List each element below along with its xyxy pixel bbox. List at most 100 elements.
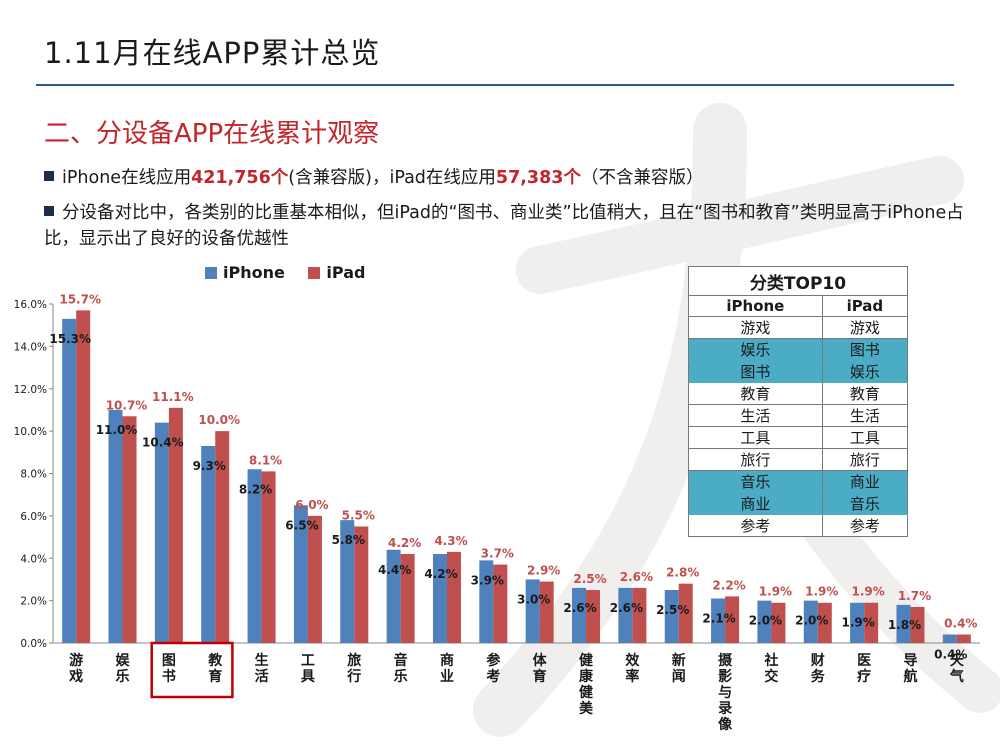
data-label-iphone: 8.2%: [239, 482, 272, 496]
data-label-ipad: 1.9%: [805, 585, 838, 599]
bullet1-text-3: （不含兼容版）: [580, 168, 704, 188]
y-tick-label: 0.0%: [20, 638, 47, 650]
bar-ipad: [632, 587, 647, 643]
table-cell: 商业: [821, 470, 909, 493]
bar-ipad: [678, 583, 693, 643]
highlight-frame: [150, 641, 234, 699]
data-label-ipad: 11.1%: [152, 390, 194, 404]
data-label-ipad: 6.0%: [295, 498, 328, 512]
iphone-app-count: 421,756个: [191, 168, 289, 188]
y-tick-label: 4.0%: [20, 553, 47, 565]
data-label-ipad: 2.9%: [527, 564, 560, 578]
bar-iphone: [247, 469, 262, 643]
table-cell: 图书: [688, 360, 823, 383]
bar-iphone: [525, 579, 540, 643]
x-tick-label: 图书: [162, 653, 176, 685]
x-tick-label: 健康健美: [579, 652, 594, 717]
data-label-ipad: 4.3%: [434, 534, 467, 548]
x-tick-label: 教育: [208, 652, 223, 685]
table-row: 音乐 商业: [688, 470, 909, 493]
bar-ipad: [817, 602, 832, 643]
x-tick-label: 商业: [440, 652, 454, 685]
bar-iphone: [664, 590, 679, 643]
legend-swatch-ipad: [308, 267, 321, 279]
table-cell: 生活: [688, 404, 823, 427]
chart-legend: iPhone iPad: [205, 263, 383, 282]
table-row: 参考 参考: [688, 514, 909, 537]
data-label-iphone: 2.0%: [795, 614, 828, 628]
data-label-iphone: 4.4%: [378, 563, 411, 577]
table-row: 娱乐 图书: [688, 338, 909, 361]
table-cell: 商业: [688, 492, 823, 515]
data-label-iphone: 9.3%: [193, 459, 226, 473]
top10-header-iphone: iPhone: [688, 295, 823, 317]
data-label-iphone: 2.5%: [656, 603, 689, 617]
title-divider: [36, 84, 954, 86]
table-cell: 参考: [688, 514, 823, 537]
bar-ipad: [446, 551, 461, 643]
data-label-iphone: 2.0%: [749, 614, 782, 628]
data-label-iphone: 1.8%: [888, 618, 921, 632]
bullet-square-icon: [44, 206, 54, 216]
data-label-iphone: 2.6%: [563, 601, 596, 615]
data-label-ipad: 2.5%: [573, 572, 606, 586]
x-tick-label: 工具: [300, 653, 315, 685]
bar-iphone: [154, 422, 169, 643]
data-label-ipad: 15.7%: [59, 292, 101, 306]
data-label-iphone: 2.6%: [610, 601, 643, 615]
data-label-iphone: 1.9%: [841, 616, 874, 630]
y-tick-label: 6.0%: [20, 511, 47, 523]
bar-iphone: [896, 604, 911, 643]
data-label-iphone: 2.1%: [702, 612, 735, 626]
bar-ipad: [122, 416, 137, 643]
legend-item-ipad: iPad: [308, 263, 365, 282]
bar-iphone: [340, 520, 355, 643]
data-label-ipad: 1.9%: [759, 585, 792, 599]
top10-header-ipad: iPad: [821, 295, 909, 317]
data-label-ipad: 4.2%: [388, 536, 421, 550]
ipad-app-count: 57,383个: [495, 168, 581, 188]
bar-ipad: [261, 471, 276, 643]
x-tick-label: 财务: [810, 652, 826, 685]
bar-iphone: [850, 602, 865, 643]
x-tick-label: 社交: [763, 652, 778, 685]
table-cell: 游戏: [688, 316, 823, 339]
table-cell: 旅行: [688, 448, 823, 471]
table-row: 图书 娱乐: [688, 360, 909, 383]
slide-title: 1.11月在线APP累计总览: [44, 36, 381, 70]
bar-iphone: [108, 409, 123, 643]
table-cell: 音乐: [821, 492, 909, 515]
data-label-iphone: 10.4%: [142, 436, 184, 450]
bar-ipad: [956, 634, 971, 643]
table-row: 教育 教育: [688, 382, 909, 405]
table-row: 工具 工具: [688, 426, 909, 449]
y-tick-label: 2.0%: [20, 596, 47, 608]
bar-ipad: [493, 564, 508, 643]
section-heading: 二、分设备APP在线累计观察: [44, 119, 380, 149]
top10-table: 分类TOP10 iPhone iPad 游戏 游戏 娱乐 图书 图书 娱乐 教育 教育 …: [688, 266, 909, 537]
data-label-ipad: 2.8%: [666, 566, 699, 580]
x-tick-label: 参考: [486, 652, 501, 685]
y-tick-label: 16.0%: [14, 299, 47, 311]
bar-ipad: [771, 602, 786, 643]
x-tick-label: 效率: [625, 652, 640, 685]
x-tick-label: 新闻: [672, 652, 686, 685]
x-tick-label: 生活: [255, 652, 269, 685]
x-tick-label: 导航: [903, 653, 917, 685]
data-label-ipad: 10.7%: [106, 398, 148, 412]
x-tick-label: 游戏: [68, 652, 83, 685]
data-label-ipad: 8.1%: [249, 453, 282, 467]
table-cell: 游戏: [821, 316, 909, 339]
bullet1-text-1: iPhone在线应用: [62, 168, 192, 188]
y-tick-label: 14.0%: [14, 341, 47, 353]
bar-ipad: [307, 515, 322, 643]
bar-ipad: [76, 310, 91, 643]
bar-ipad: [354, 526, 369, 643]
bar-ipad: [910, 606, 925, 643]
bar-iphone: [62, 318, 77, 643]
data-label-ipad: 1.7%: [898, 589, 931, 603]
y-tick-label: 10.0%: [14, 426, 47, 438]
top10-title: 分类TOP10: [688, 266, 908, 296]
legend-item-iphone: iPhone: [205, 263, 285, 282]
x-tick-label: 摄影与录像: [718, 652, 733, 733]
